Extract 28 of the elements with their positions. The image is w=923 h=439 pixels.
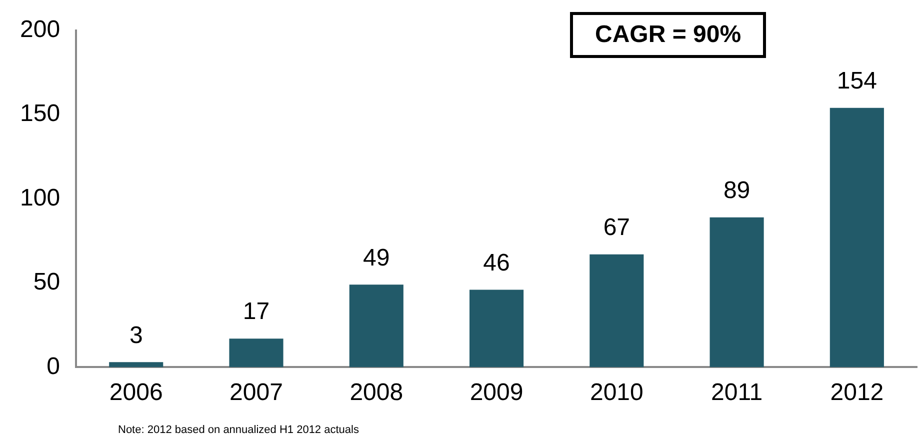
bar xyxy=(109,362,164,368)
x-tick-label: 2010 xyxy=(590,379,644,406)
x-tick-label: 2008 xyxy=(350,379,404,406)
y-tick-label: 150 xyxy=(20,100,60,128)
x-tick-label: 2006 xyxy=(109,379,163,406)
annotation: CAGR = 90% xyxy=(570,12,766,58)
bar xyxy=(469,290,524,368)
data-label: 17 xyxy=(242,298,270,326)
y-tick-label: 50 xyxy=(33,268,60,296)
x-tick-label: 2009 xyxy=(470,379,524,406)
data-label: 67 xyxy=(603,214,630,241)
y-tick-label: 0 xyxy=(46,352,60,380)
bar xyxy=(229,338,284,368)
text: Note: 2012 based on annualized H1 2012 actuals xyxy=(118,424,359,436)
data-label: 3 xyxy=(129,322,143,349)
data-label: 89 xyxy=(723,176,750,204)
bar xyxy=(349,284,404,368)
x-tick-label: 2007 xyxy=(230,379,283,406)
bar xyxy=(590,254,644,368)
y-tick-label: 100 xyxy=(20,184,60,212)
data-label: 46 xyxy=(483,249,510,276)
y-tick-label: 200 xyxy=(20,16,60,44)
data-label: 49 xyxy=(363,244,390,272)
data-label: 154 xyxy=(836,67,877,94)
x-tick-label: 2011 xyxy=(710,379,763,406)
bar xyxy=(710,217,764,368)
bar xyxy=(830,108,884,368)
x-tick-label: 2012 xyxy=(830,379,884,406)
